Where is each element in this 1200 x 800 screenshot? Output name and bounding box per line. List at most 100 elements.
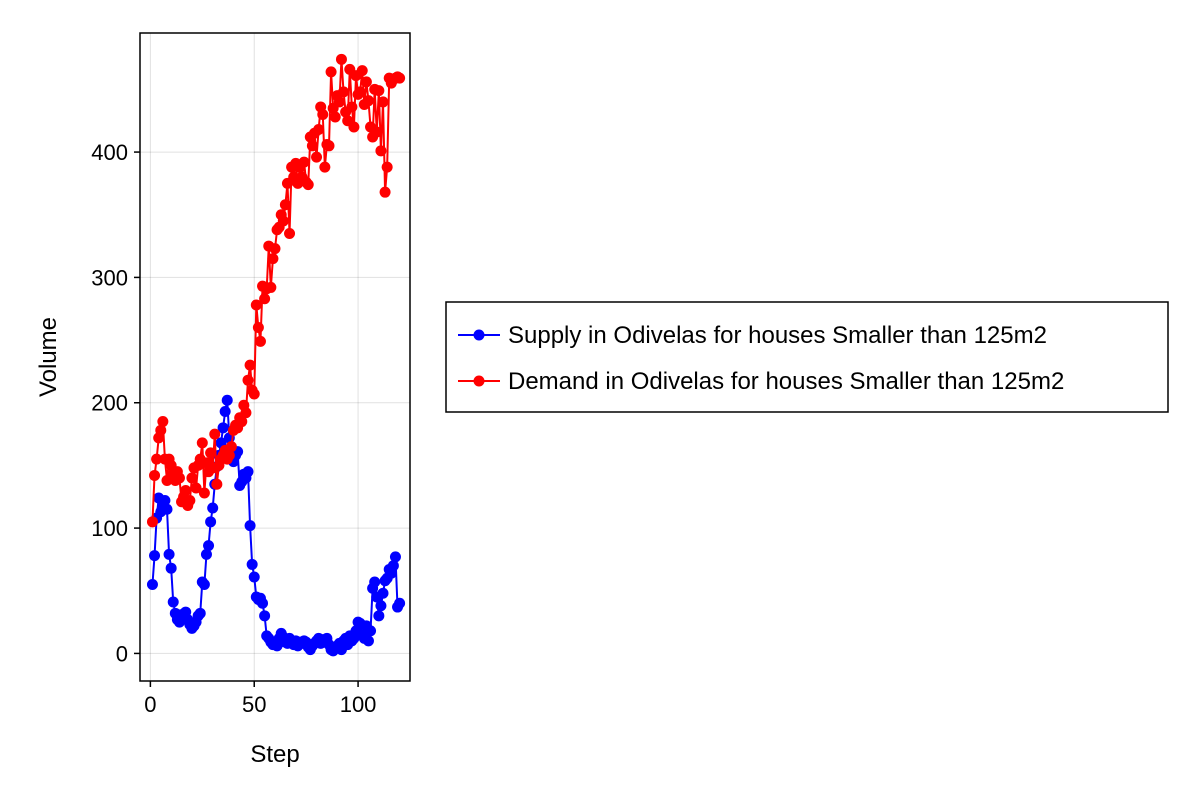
data-point	[317, 108, 329, 120]
legend-entry: Supply in Odivelas for houses Smaller th…	[458, 322, 1047, 349]
data-point	[373, 610, 385, 622]
data-point	[219, 406, 231, 418]
data-point	[246, 558, 258, 570]
data-point	[302, 179, 314, 191]
data-point	[362, 95, 374, 107]
data-point	[196, 437, 208, 449]
data-point	[225, 441, 237, 453]
series-supply	[146, 394, 406, 657]
data-point	[284, 228, 296, 240]
data-point	[167, 596, 179, 608]
plot-frame	[139, 32, 411, 682]
data-point	[319, 161, 331, 173]
data-point	[377, 587, 389, 599]
data-point	[236, 416, 248, 428]
data-point	[325, 66, 337, 78]
data-point	[186, 472, 198, 484]
y-tick-label: 100	[91, 516, 128, 541]
data-point	[365, 625, 377, 637]
data-point	[149, 550, 161, 562]
data-point	[371, 126, 383, 138]
data-point	[151, 453, 163, 465]
data-point	[338, 86, 350, 98]
data-point	[279, 199, 291, 211]
data-point	[254, 335, 266, 347]
data-point	[306, 140, 318, 152]
data-point	[313, 124, 325, 136]
data-point	[248, 571, 260, 583]
legend: Supply in Odivelas for houses Smaller th…	[445, 301, 1169, 413]
legend-entry: Demand in Odivelas for houses Smaller th…	[458, 368, 1064, 395]
data-point	[354, 86, 366, 98]
data-point	[298, 156, 310, 168]
data-point	[221, 394, 233, 406]
data-point	[329, 111, 341, 123]
data-point	[200, 548, 212, 560]
data-point	[198, 487, 210, 499]
data-point	[211, 478, 223, 490]
data-point	[161, 503, 173, 515]
data-point	[198, 578, 210, 590]
data-point	[362, 635, 374, 647]
data-point	[259, 610, 271, 622]
data-point	[369, 576, 381, 588]
series-layer	[146, 53, 406, 657]
data-point	[259, 293, 271, 305]
data-point	[155, 424, 167, 436]
data-point	[252, 322, 264, 334]
data-point	[244, 520, 256, 532]
data-point	[173, 472, 185, 484]
data-point	[146, 578, 158, 590]
data-point	[373, 85, 385, 97]
data-point	[205, 516, 217, 528]
data-point	[389, 551, 401, 563]
x-tick-label: 0	[144, 692, 156, 717]
data-point	[194, 607, 206, 619]
data-point	[394, 597, 406, 609]
data-point	[346, 101, 358, 113]
data-point	[209, 428, 221, 440]
data-point	[257, 597, 269, 609]
data-point	[149, 469, 161, 481]
data-point	[265, 281, 277, 293]
legend-marker	[473, 375, 485, 387]
data-point	[203, 540, 215, 552]
data-point	[377, 96, 389, 108]
data-point	[223, 449, 235, 461]
legend-marker	[473, 329, 485, 341]
data-point	[394, 72, 406, 84]
data-point	[387, 560, 399, 572]
data-point	[180, 484, 192, 496]
data-point	[348, 121, 360, 133]
data-point	[379, 186, 391, 198]
data-point	[381, 161, 393, 173]
data-point	[277, 215, 289, 227]
data-point	[248, 388, 260, 400]
data-point	[240, 407, 252, 419]
legend-label: Demand in Odivelas for houses Smaller th…	[508, 368, 1064, 395]
x-tick-label: 50	[242, 692, 266, 717]
legend-box	[445, 301, 1169, 413]
data-point	[360, 76, 372, 88]
series-demand	[146, 53, 406, 528]
x-tick-label: 100	[340, 692, 377, 717]
data-point	[356, 65, 368, 77]
legend-items: Supply in Odivelas for houses Smaller th…	[458, 322, 1064, 395]
data-point	[242, 374, 254, 386]
data-point	[184, 495, 196, 507]
data-point	[267, 253, 279, 265]
y-axis-ticks: 0 100 200 300 400	[91, 140, 140, 666]
x-axis-ticks: 0 50 100	[144, 681, 376, 717]
data-point	[242, 466, 254, 478]
y-tick-label: 400	[91, 140, 128, 165]
data-point	[146, 516, 158, 528]
data-point	[217, 422, 229, 434]
y-axis-title: Volume	[35, 317, 62, 397]
x-axis-title: Step	[250, 741, 299, 768]
series-line	[151, 58, 401, 522]
data-point	[207, 502, 219, 514]
data-point	[205, 447, 217, 459]
data-point	[311, 151, 323, 163]
data-point	[375, 145, 387, 157]
